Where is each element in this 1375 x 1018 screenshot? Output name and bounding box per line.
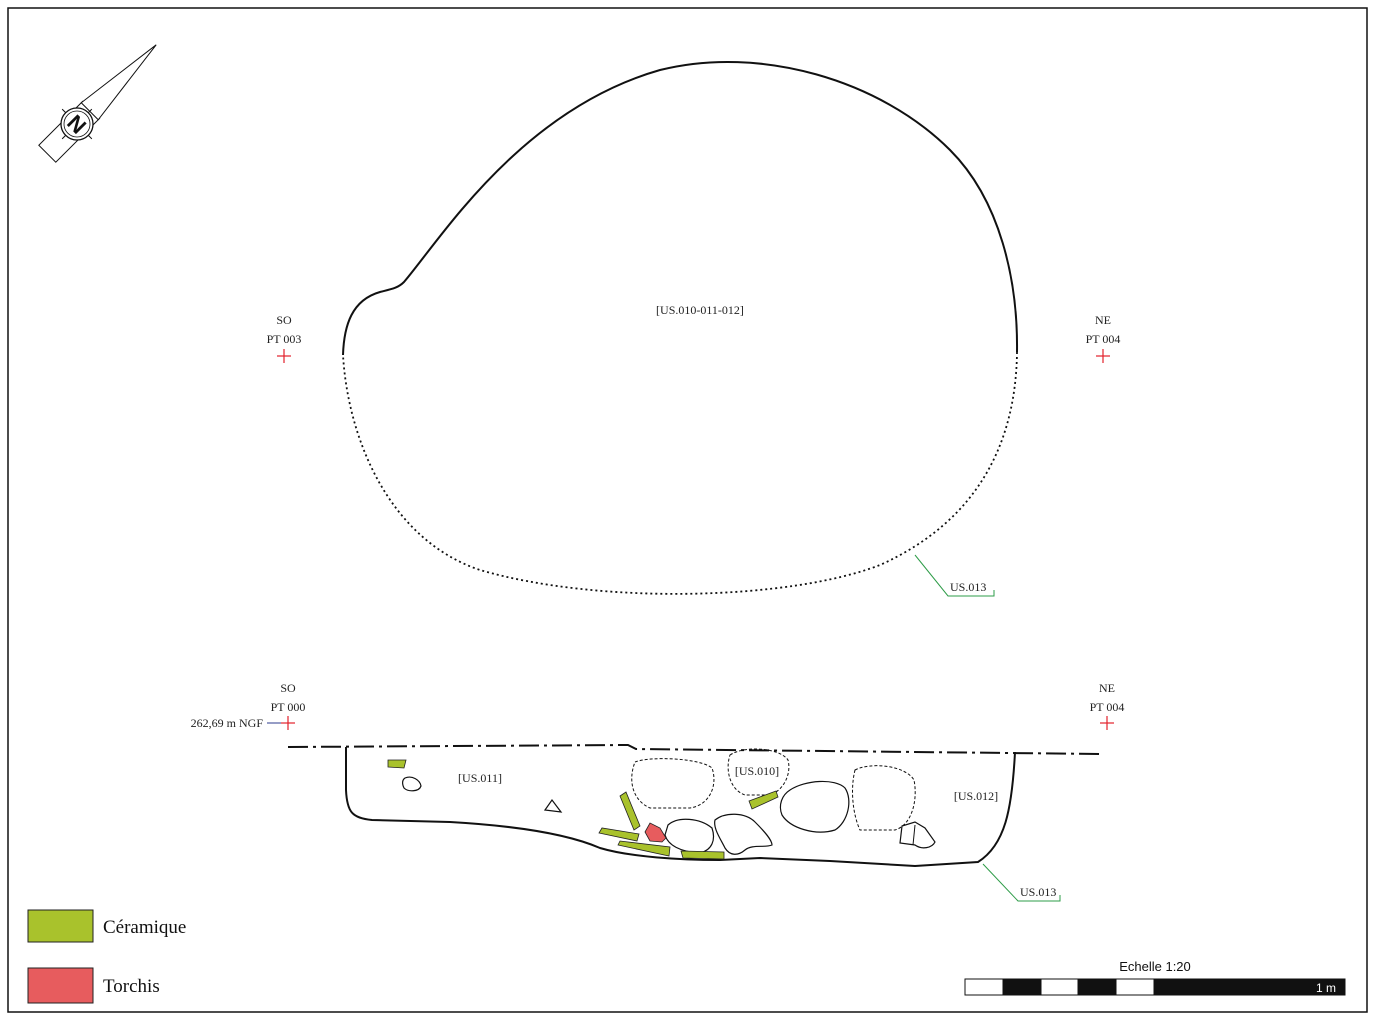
- page-frame: [7, 7, 1368, 1013]
- section-pt-left-label: PT 000: [271, 700, 306, 714]
- scale-segment: [1040, 978, 1079, 996]
- north-arrow: N: [38, 44, 157, 163]
- ceramic-sherd: [619, 791, 641, 831]
- plan-ne-label: NE: [1095, 313, 1111, 327]
- section-pt-left-cross: [281, 716, 295, 730]
- north-arrow-needle: [80, 44, 157, 121]
- section-ne-label: NE: [1099, 681, 1115, 695]
- section-pt-right-label: PT 004: [1090, 700, 1125, 714]
- stone: [779, 780, 850, 833]
- ceramic-sherd: [598, 827, 640, 842]
- plan-pt-right-label: PT 004: [1086, 332, 1121, 346]
- scale-segment: [1153, 978, 1346, 996]
- plan-us013-label: US.013: [950, 580, 986, 594]
- scale-length-label: 1 m: [1316, 981, 1336, 995]
- scale-segment: [964, 978, 1004, 996]
- plan-outline-restituted: [342, 351, 1018, 595]
- section-outline: [345, 747, 1016, 868]
- legend-swatch-ceramique: [27, 909, 94, 943]
- plan-us013-leader: [914, 554, 995, 597]
- legend-swatch-torchis: [27, 967, 94, 1004]
- scale-segment: [1077, 978, 1117, 996]
- ceramic-sherd: [387, 759, 407, 769]
- stone-dashed-us010: [727, 748, 790, 796]
- section-us013-leader: [982, 863, 1061, 902]
- stone: [664, 818, 715, 854]
- stone: [543, 798, 563, 813]
- compass-inner-circle: [63, 110, 91, 138]
- section-so-label: SO: [280, 681, 296, 695]
- compass-outer-circle: [60, 107, 94, 141]
- plan-so-label: SO: [276, 313, 292, 327]
- plan-pt-left-label: PT 003: [267, 332, 302, 346]
- stone: [714, 813, 773, 855]
- scale-bar: [964, 978, 1346, 996]
- ceramic-sherd: [617, 840, 671, 857]
- ceramic-sherd: [680, 850, 725, 860]
- legend-label-torchis: Torchis: [103, 976, 160, 997]
- section-reference-line: [287, 743, 1104, 755]
- stone-crack: [912, 824, 916, 846]
- section-us013-label: US.013: [1020, 885, 1056, 899]
- scale-title: Echelle 1:20: [1119, 959, 1191, 974]
- legend-label-ceramique: Céramique: [103, 917, 186, 938]
- stone-dashed: [852, 765, 916, 831]
- stone-dashed: [631, 758, 715, 809]
- section-altitude-label: 262,69 m NGF: [191, 716, 264, 730]
- plan-pt-right-cross: [1096, 349, 1110, 363]
- section-pt-right-cross: [1100, 716, 1114, 730]
- torchis-fragment: [644, 822, 667, 843]
- scale-segment: [1115, 978, 1155, 996]
- plan-outline-observed: [342, 60, 1019, 356]
- stone: [402, 776, 422, 792]
- section-us011-label: [US.011]: [458, 771, 502, 785]
- section-us012-label: [US.012]: [954, 789, 998, 803]
- ceramic-sherd: [748, 790, 779, 810]
- plan-us-label: [US.010-011-012]: [656, 303, 744, 317]
- scale-segment: [1002, 978, 1042, 996]
- plan-pt-left-cross: [277, 349, 291, 363]
- stone: [899, 821, 936, 849]
- section-us010-label: [US.010]: [735, 764, 779, 778]
